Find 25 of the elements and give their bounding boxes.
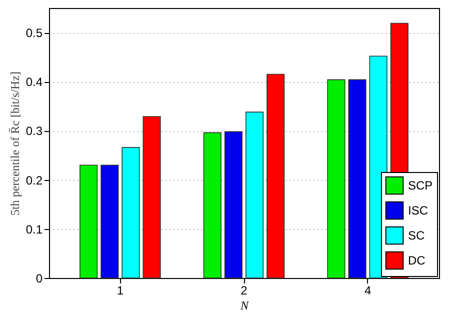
- bar: [348, 79, 366, 278]
- bar: [245, 112, 264, 278]
- bar: [266, 74, 285, 278]
- x-tick-label: 4: [364, 284, 372, 298]
- legend-label: DC: [408, 254, 426, 268]
- y-tick-label: 0.4: [26, 75, 43, 90]
- x-tick-label: 2: [240, 284, 248, 298]
- bar: [203, 132, 222, 278]
- x-axis-title: N: [239, 298, 250, 312]
- bar: [100, 164, 119, 278]
- y-tick-label: 0.1: [26, 222, 43, 236]
- legend-label: SC: [408, 228, 426, 242]
- bar: [80, 164, 98, 278]
- y-tick-label: 0: [36, 272, 43, 286]
- bar: [327, 79, 346, 278]
- x-tick-label: 1: [116, 284, 124, 298]
- legend-label: ISC: [408, 204, 428, 218]
- y-axis-title: 5th percentile of R̄c [bit/s/Hz]: [8, 72, 22, 216]
- bar: [142, 116, 161, 278]
- bar: [224, 131, 243, 278]
- legend-label: SCP: [408, 178, 433, 192]
- y-tick-label: 0.3: [26, 124, 43, 138]
- bar: [122, 147, 140, 278]
- y-tick-label: 0.2: [26, 173, 43, 188]
- y-tick-label: 0.5: [26, 26, 43, 40]
